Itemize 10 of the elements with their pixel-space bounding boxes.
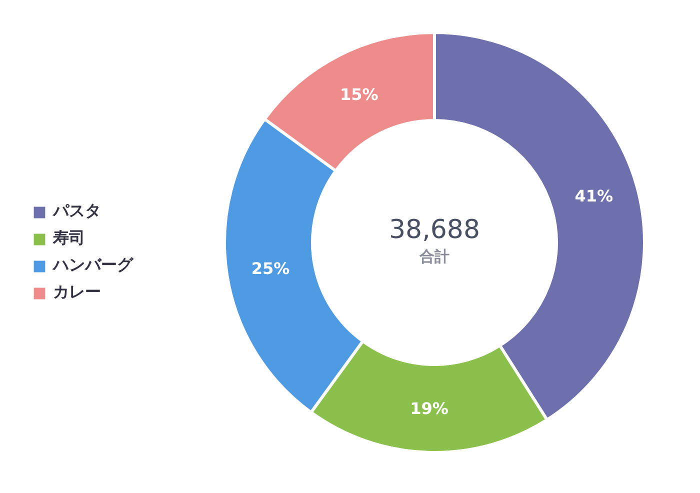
data-label: 15% (340, 85, 378, 104)
data-label: 25% (251, 258, 290, 278)
text: 合計 (418, 248, 450, 266)
legend-label: カレー (53, 282, 101, 303)
legend-label: ハンバーグ (53, 255, 133, 276)
text: 38,688 (389, 215, 480, 245)
data-label: 19% (410, 398, 448, 418)
data-label: 41% (574, 186, 614, 206)
legend-label: パスタ (53, 201, 101, 222)
legend-label: 寿司 (53, 228, 85, 249)
